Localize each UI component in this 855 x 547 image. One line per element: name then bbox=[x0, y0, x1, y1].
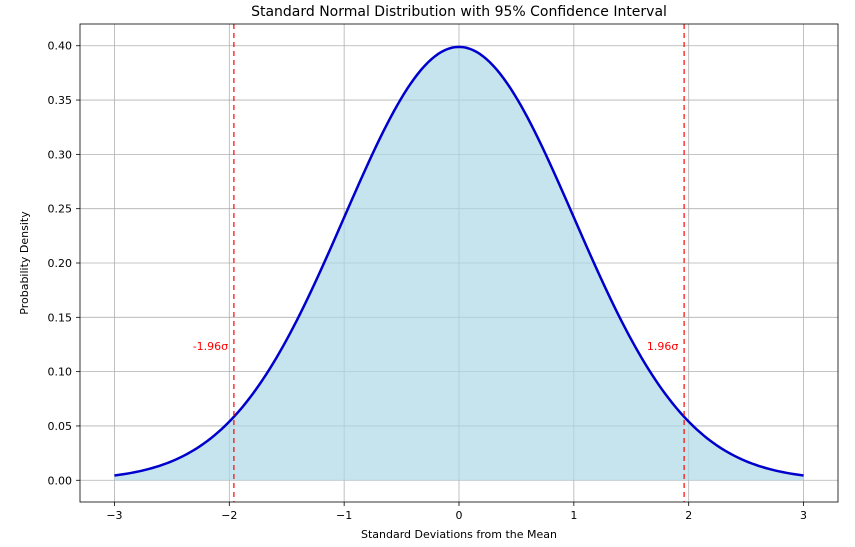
y-tick-label: 0.15 bbox=[48, 311, 73, 324]
y-tick-label: 0.10 bbox=[48, 366, 73, 379]
normal-dist-chart: -1.96σ 1.96σ −3 −2 −1 0 1 2 3 0.00 0.05 0.10 0.15 0… bbox=[0, 0, 855, 547]
x-tick-label: 0 bbox=[456, 509, 463, 522]
y-tick-label: 0.35 bbox=[48, 94, 73, 107]
y-tick-label: 0.30 bbox=[48, 148, 73, 161]
confidence-vline-label: -1.96σ bbox=[193, 340, 228, 353]
y-axis-label: Probability Density bbox=[18, 211, 31, 315]
y-tick-label: 0.40 bbox=[48, 40, 73, 53]
x-tick-label: 3 bbox=[800, 509, 807, 522]
x-axis-label: Standard Deviations from the Mean bbox=[361, 528, 557, 541]
x-tick-label: 1 bbox=[570, 509, 577, 522]
y-tick-label: 0.25 bbox=[48, 203, 73, 216]
confidence-vline-label: 1.96σ bbox=[647, 340, 678, 353]
y-tick-label: 0.20 bbox=[48, 257, 73, 270]
x-tick-label: −3 bbox=[106, 509, 122, 522]
y-tick-label: 0.00 bbox=[48, 474, 73, 487]
y-tick-label: 0.05 bbox=[48, 420, 73, 433]
x-tick-label: −1 bbox=[336, 509, 352, 522]
chart-title: Standard Normal Distribution with 95% Co… bbox=[251, 4, 667, 20]
x-tick-label: −2 bbox=[221, 509, 237, 522]
x-tick-label: 2 bbox=[685, 509, 692, 522]
